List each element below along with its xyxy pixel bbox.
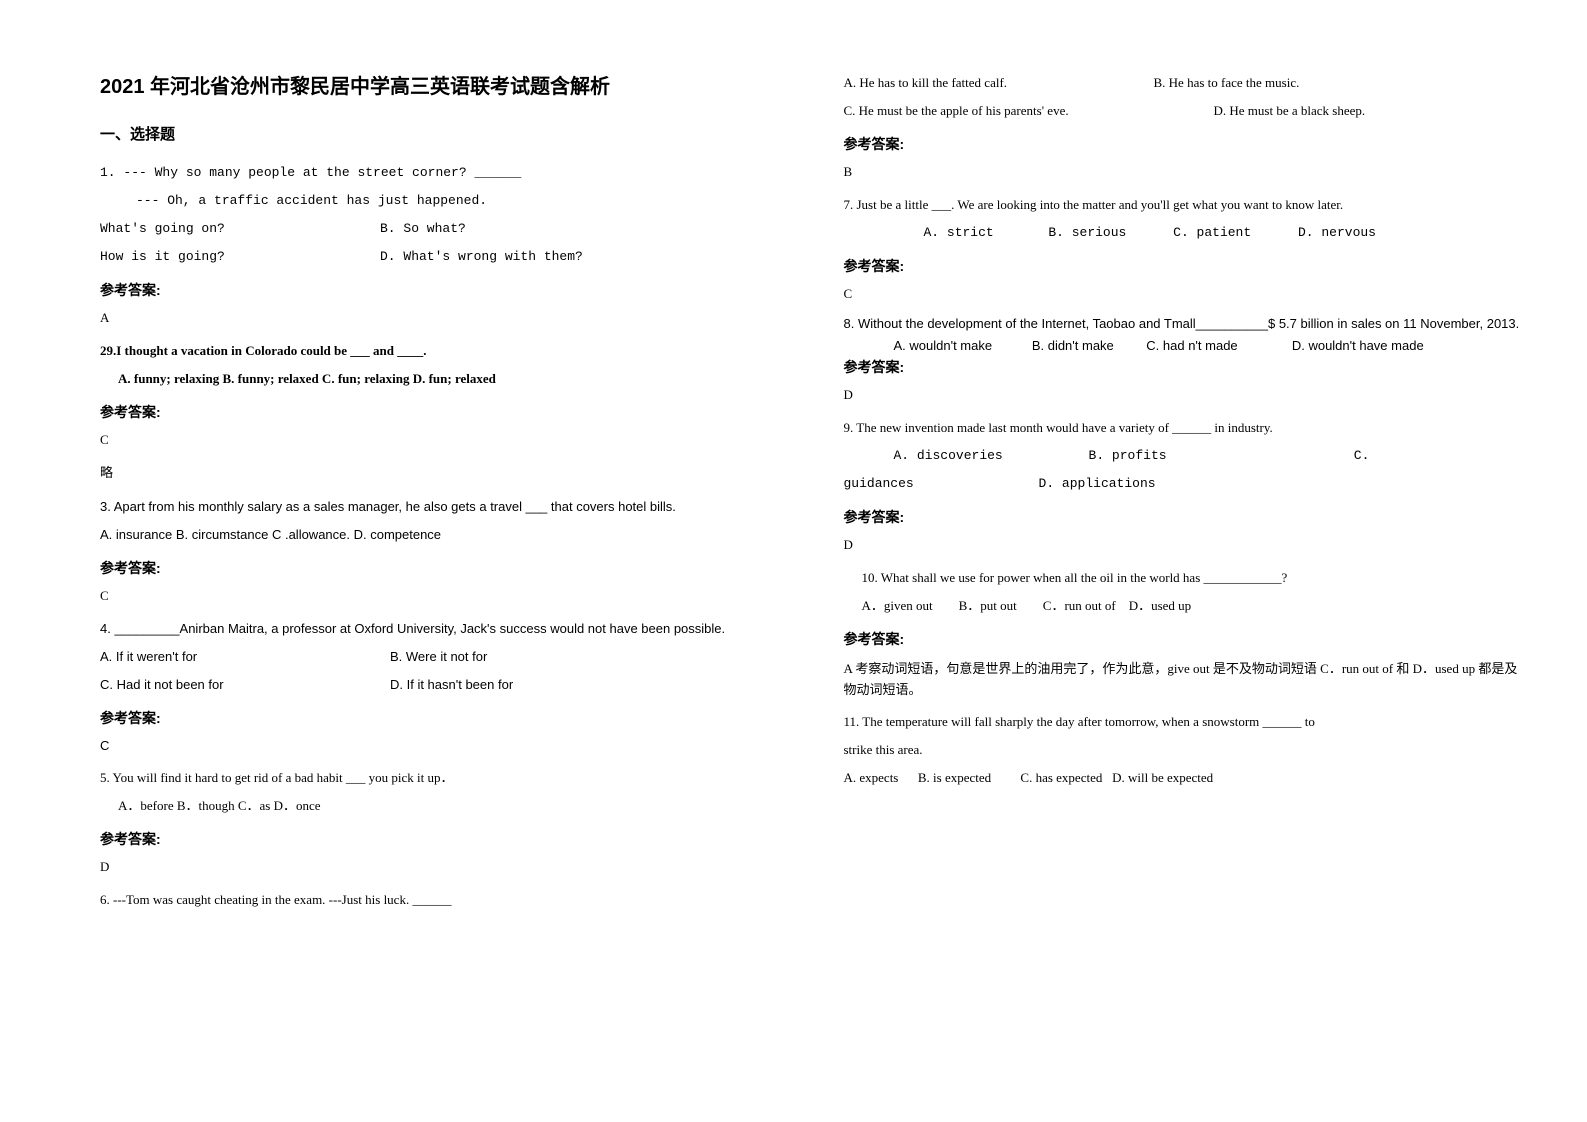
right-column: A. He has to kill the fatted calf. B. He… — [814, 70, 1528, 1102]
q7-opts: A. strict B. serious C. patient D. nervo… — [844, 220, 1528, 246]
q3-opts: A. insurance B. circumstance C .allowanc… — [100, 522, 784, 548]
q9-opts2: guidances D. applications — [844, 471, 1528, 497]
q11-opts: A. expects B. is expected C. has expecte… — [844, 765, 1528, 791]
q2-stem: 29.I thought a vacation in Colorado coul… — [100, 338, 784, 364]
q1-line2: --- Oh, a traffic accident has just happ… — [100, 188, 784, 214]
q8-answer: D — [844, 387, 1528, 403]
question-5: 5. You will find it hard to get rid of a… — [100, 765, 784, 875]
q10-answer: A 考察动词短语，句意是世界上的油用完了，作为此意，give out 是不及物动… — [844, 659, 1528, 701]
question-3: 3. Apart from his monthly salary as a sa… — [100, 494, 784, 604]
question-10: 10. What shall we use for power when all… — [844, 565, 1528, 701]
q7-answer: C — [844, 286, 1528, 302]
question-1: 1. --- Why so many people at the street … — [100, 160, 784, 326]
q3-stem: 3. Apart from his monthly salary as a sa… — [100, 494, 784, 520]
q2-answer-label: 参考答案: — [100, 402, 784, 422]
q10-stem: 10. What shall we use for power when all… — [844, 565, 1528, 591]
question-6: 6. ---Tom was caught cheating in the exa… — [100, 887, 784, 913]
q6-answer: B — [844, 164, 1528, 180]
question-11: 11. The temperature will fall sharply th… — [844, 709, 1528, 791]
q6-stem: 6. ---Tom was caught cheating in the exa… — [100, 887, 784, 913]
q10-opts: A．given out B．put out C．run out of D．use… — [844, 593, 1528, 619]
q9-stem: 9. The new invention made last month wou… — [844, 415, 1528, 441]
q8-answer-label: 参考答案: — [844, 357, 1528, 377]
q1-optD: D. What's wrong with them? — [380, 244, 583, 270]
q1-line1: 1. --- Why so many people at the street … — [100, 160, 784, 186]
q4-answer-label: 参考答案: — [100, 708, 784, 728]
document-title: 2021 年河北省沧州市黎民居中学高三英语联考试题含解析 — [100, 70, 784, 99]
q10-answer-label: 参考答案: — [844, 629, 1528, 649]
exam-page: 2021 年河北省沧州市黎民居中学高三英语联考试题含解析 一、选择题 1. --… — [0, 0, 1587, 1122]
q1-optA: What's going on? — [100, 216, 380, 242]
q2-answer: C — [100, 432, 784, 448]
q4-optB: B. Were it not for — [390, 644, 487, 670]
q1-optB: B. So what? — [380, 216, 466, 242]
q1-optC: How is it going? — [100, 244, 380, 270]
q6-optC: C. He must be the apple of his parents' … — [844, 98, 1214, 124]
q2-opts: A. funny; relaxing B. funny; relaxed C. … — [100, 366, 784, 392]
q3-answer-label: 参考答案: — [100, 558, 784, 578]
q6-optD: D. He must be a black sheep. — [1214, 98, 1366, 124]
question-7: 7. Just be a little ___. We are looking … — [844, 192, 1528, 302]
q4-answer: C — [100, 738, 784, 753]
q6-optA: A. He has to kill the fatted calf. — [844, 70, 1154, 96]
q2-note: 略 — [100, 460, 784, 486]
q3-answer: C — [100, 588, 784, 604]
q4-optD: D. If it hasn't been for — [390, 672, 513, 698]
q4-optC: C. Had it not been for — [100, 672, 390, 698]
question-8: 8. Without the development of the Intern… — [844, 314, 1528, 403]
question-2: 29.I thought a vacation in Colorado coul… — [100, 338, 784, 486]
q11-stem1: 11. The temperature will fall sharply th… — [844, 709, 1528, 735]
q1-answer-label: 参考答案: — [100, 280, 784, 300]
q6-answer-label: 参考答案: — [844, 134, 1528, 154]
q1-answer: A — [100, 310, 784, 326]
q8-opts: A. wouldn't make B. didn't make C. had n… — [844, 336, 1528, 356]
q5-opts: A．before B．though C．as D．once — [100, 793, 784, 819]
q5-stem: 5. You will find it hard to get rid of a… — [100, 765, 784, 791]
left-column: 2021 年河北省沧州市黎民居中学高三英语联考试题含解析 一、选择题 1. --… — [100, 70, 814, 1102]
q6-optB: B. He has to face the music. — [1154, 70, 1300, 96]
question-9: 9. The new invention made last month wou… — [844, 415, 1528, 553]
q5-answer-label: 参考答案: — [100, 829, 784, 849]
q11-stem2: strike this area. — [844, 737, 1528, 763]
question-6-opts: A. He has to kill the fatted calf. B. He… — [844, 70, 1528, 180]
q7-stem: 7. Just be a little ___. We are looking … — [844, 192, 1528, 218]
q5-answer: D — [100, 859, 784, 875]
q4-stem: 4. _________Anirban Maitra, a professor … — [100, 616, 784, 642]
question-4: 4. _________Anirban Maitra, a professor … — [100, 616, 784, 753]
q4-optA: A. If it weren't for — [100, 644, 390, 670]
q9-answer-label: 参考答案: — [844, 507, 1528, 527]
q9-answer: D — [844, 537, 1528, 553]
q8-stem: 8. Without the development of the Intern… — [844, 314, 1528, 334]
q9-opts1: A. discoveries B. profits C. — [844, 443, 1528, 469]
section-heading: 一、选择题 — [100, 123, 784, 144]
q7-answer-label: 参考答案: — [844, 256, 1528, 276]
